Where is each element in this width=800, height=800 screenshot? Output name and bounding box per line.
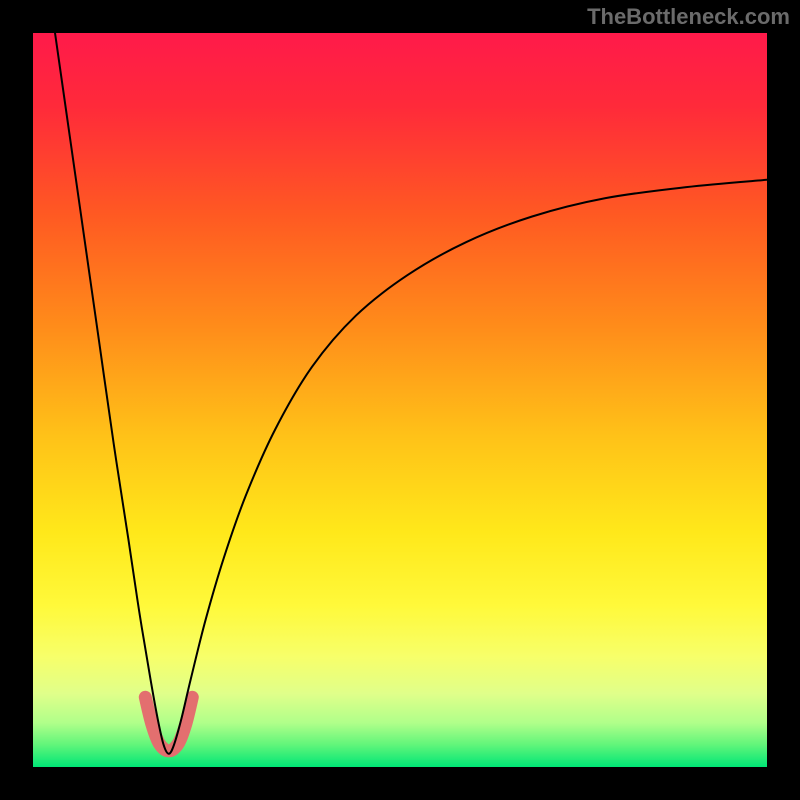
gradient-background bbox=[33, 33, 767, 767]
watermark-text: TheBottleneck.com bbox=[587, 4, 790, 30]
plot-area bbox=[33, 33, 767, 767]
bottleneck-chart bbox=[33, 33, 767, 767]
chart-frame: TheBottleneck.com bbox=[0, 0, 800, 800]
